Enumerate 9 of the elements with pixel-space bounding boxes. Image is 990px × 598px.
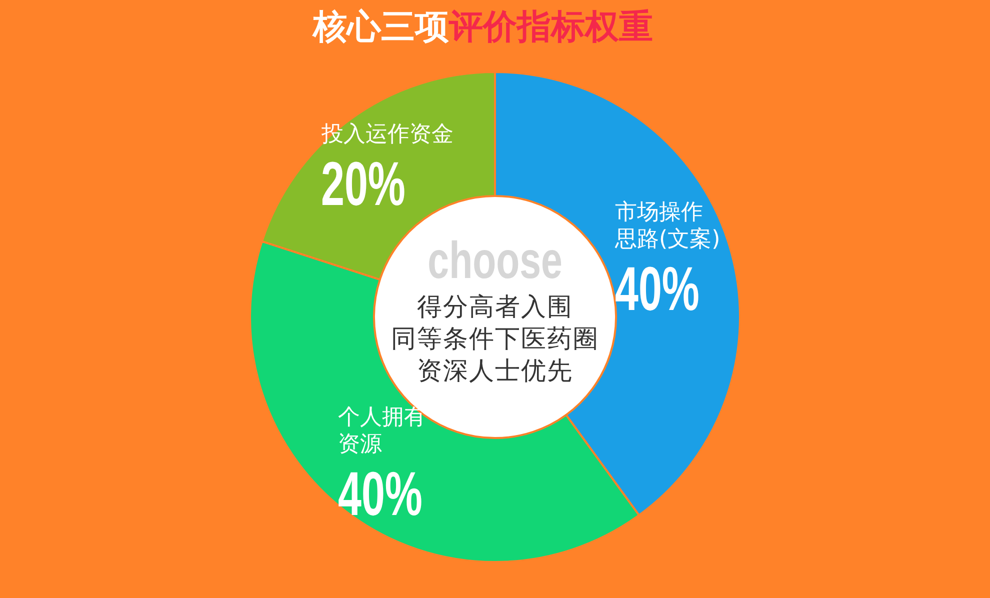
text: 同等条件下医药圈 xyxy=(391,323,599,355)
data-label: 40% xyxy=(615,255,700,324)
data-label: 40% xyxy=(338,460,422,530)
text: 得分高者入围 xyxy=(417,291,573,323)
slice-label: 投入运作资金 xyxy=(321,121,454,148)
chart-title: 核心三项评价指标权重 xyxy=(313,7,653,47)
slice-label: 市场操作思路(文案) xyxy=(615,199,722,254)
data-label: 20% xyxy=(321,150,406,220)
text: 资深人士优先 xyxy=(417,355,573,387)
